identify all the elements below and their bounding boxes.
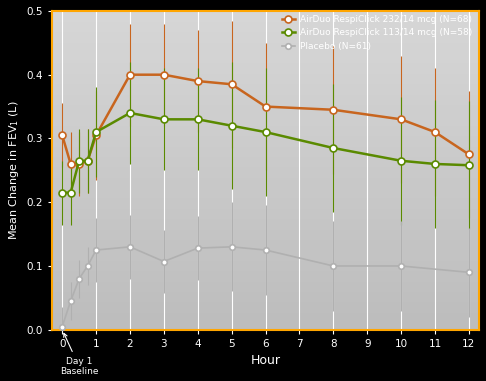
AirDuo RespiClick 113/14 mcg (N=58) [161, 117, 167, 122]
AirDuo RespiClick 232/14 mcg (N=68) [68, 162, 73, 166]
AirDuo RespiClick 232/14 mcg (N=68) [432, 130, 438, 134]
Placebo (N=61) [127, 245, 133, 249]
Placebo (N=61) [330, 264, 336, 268]
Placebo (N=61) [262, 248, 268, 252]
AirDuo RespiClick 113/14 mcg (N=58) [85, 158, 90, 163]
AirDuo RespiClick 113/14 mcg (N=58) [229, 123, 235, 128]
Placebo (N=61) [398, 264, 404, 268]
AirDuo RespiClick 232/14 mcg (N=68) [398, 117, 404, 122]
Line: AirDuo RespiClick 232/14 mcg (N=68): AirDuo RespiClick 232/14 mcg (N=68) [59, 71, 472, 167]
AirDuo RespiClick 113/14 mcg (N=58) [262, 130, 268, 134]
AirDuo RespiClick 232/14 mcg (N=68) [93, 133, 99, 138]
AirDuo RespiClick 113/14 mcg (N=58) [93, 130, 99, 134]
AirDuo RespiClick 113/14 mcg (N=58) [432, 162, 438, 166]
AirDuo RespiClick 232/14 mcg (N=68) [466, 152, 472, 157]
AirDuo RespiClick 232/14 mcg (N=68) [85, 158, 90, 163]
Legend: AirDuo RespiClick 232/14 mcg (N=68), AirDuo RespiClick 113/14 mcg (N=58), Placeb: AirDuo RespiClick 232/14 mcg (N=68), Air… [279, 12, 474, 54]
Line: AirDuo RespiClick 113/14 mcg (N=58): AirDuo RespiClick 113/14 mcg (N=58) [59, 109, 472, 196]
Placebo (N=61) [59, 324, 65, 329]
AirDuo RespiClick 113/14 mcg (N=58) [466, 163, 472, 168]
Y-axis label: Mean Change in FEV$_1$ (L): Mean Change in FEV$_1$ (L) [7, 101, 21, 240]
Placebo (N=61) [161, 259, 167, 264]
AirDuo RespiClick 113/14 mcg (N=58) [398, 158, 404, 163]
AirDuo RespiClick 232/14 mcg (N=68) [59, 133, 65, 138]
AirDuo RespiClick 232/14 mcg (N=68) [262, 104, 268, 109]
Placebo (N=61) [93, 248, 99, 252]
Text: Day 1
Baseline: Day 1 Baseline [60, 333, 98, 376]
AirDuo RespiClick 232/14 mcg (N=68) [330, 107, 336, 112]
Placebo (N=61) [229, 245, 235, 249]
AirDuo RespiClick 232/14 mcg (N=68) [127, 72, 133, 77]
AirDuo RespiClick 113/14 mcg (N=58) [59, 190, 65, 195]
AirDuo RespiClick 232/14 mcg (N=68) [195, 79, 201, 83]
Placebo (N=61) [466, 270, 472, 275]
AirDuo RespiClick 232/14 mcg (N=68) [161, 72, 167, 77]
AirDuo RespiClick 232/14 mcg (N=68) [76, 162, 82, 166]
X-axis label: Hour: Hour [251, 354, 280, 367]
AirDuo RespiClick 113/14 mcg (N=58) [330, 146, 336, 150]
AirDuo RespiClick 113/14 mcg (N=58) [127, 110, 133, 115]
Line: Placebo (N=61): Placebo (N=61) [59, 244, 472, 329]
AirDuo RespiClick 232/14 mcg (N=68) [229, 82, 235, 86]
Placebo (N=61) [195, 246, 201, 250]
AirDuo RespiClick 113/14 mcg (N=58) [195, 117, 201, 122]
AirDuo RespiClick 113/14 mcg (N=58) [68, 190, 73, 195]
Placebo (N=61) [68, 299, 73, 303]
AirDuo RespiClick 113/14 mcg (N=58) [76, 158, 82, 163]
Placebo (N=61) [85, 264, 90, 268]
Placebo (N=61) [76, 277, 82, 281]
